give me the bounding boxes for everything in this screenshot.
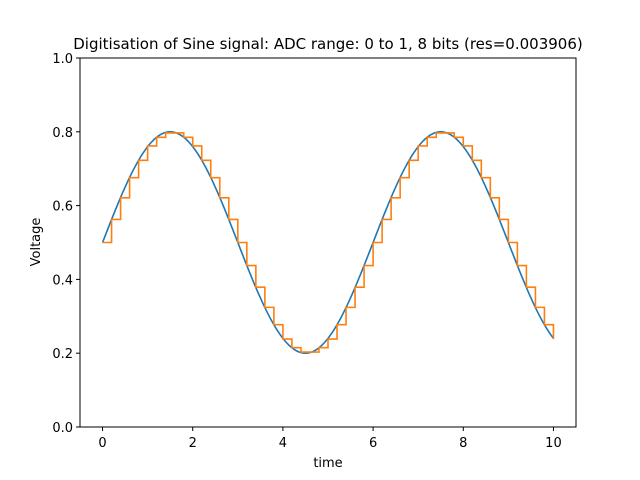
axes-background	[80, 58, 576, 427]
y-tick-label: 0.4	[52, 273, 73, 288]
x-tick-label: 10	[545, 436, 562, 451]
axes-frame	[79, 57, 577, 428]
x-axis-label: time	[313, 456, 342, 471]
y-tick-label: 0.6	[52, 200, 73, 215]
y-axis: 0.0 0.2 0.4 0.6 0.8 1.0	[52, 52, 80, 436]
plot-area	[79, 57, 577, 428]
y-tick-label: 0.8	[52, 126, 73, 141]
x-tick-label: 6	[369, 436, 377, 451]
x-tick-label: 4	[279, 436, 287, 451]
series-layer	[101, 130, 555, 355]
y-tick-label: 0.2	[52, 347, 73, 362]
x-tick-label: 0	[98, 436, 106, 451]
x-axis: 0 2 4 6 8 10	[98, 427, 562, 451]
y-axis-label: Voltage	[29, 218, 44, 267]
y-tick-label: 1.0	[52, 52, 73, 67]
x-tick-label: 8	[459, 436, 467, 451]
x-tick-label: 2	[189, 436, 197, 451]
chart-title: Digitisation of Sine signal: ADC range: …	[73, 35, 582, 53]
series-line-digitised	[102, 132, 555, 353]
y-tick-label: 0.0	[52, 421, 73, 436]
